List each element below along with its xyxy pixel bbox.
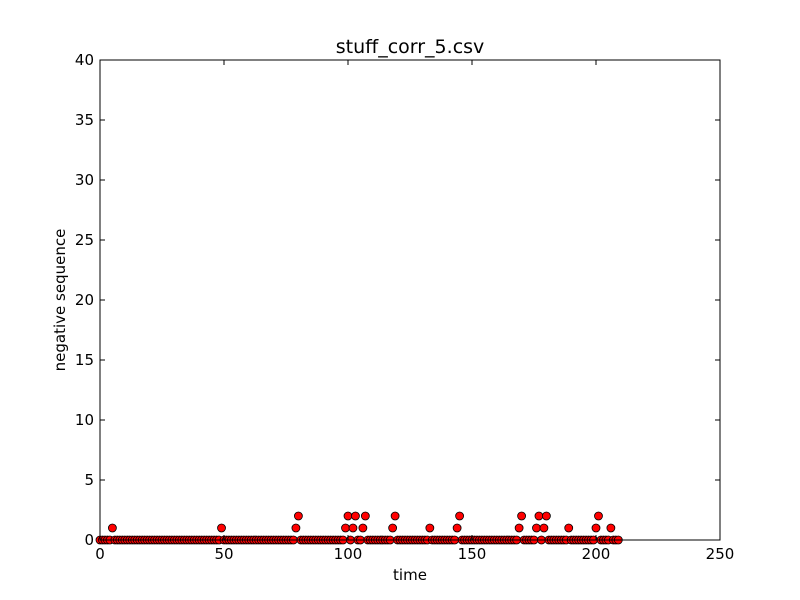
data-point: [388, 523, 398, 533]
y-tick-label: 5: [84, 471, 94, 489]
y-tick-label: 15: [75, 351, 94, 369]
data-point: [539, 523, 549, 533]
x-tick-label: 200: [582, 545, 611, 563]
chart-title: stuff_corr_5.csv: [336, 36, 485, 58]
y-tick-label: 30: [75, 171, 94, 189]
x-tick-labels: 0 50 100 150 200 250: [95, 545, 734, 563]
data-point: [293, 511, 303, 521]
data-point: [108, 523, 117, 533]
data-point: [351, 511, 360, 521]
data-point: [542, 511, 551, 521]
data-point: [343, 511, 353, 521]
data-point: [517, 511, 526, 521]
data-point: [341, 523, 350, 533]
x-tick-label: 0: [95, 545, 105, 563]
y-tick-label: 10: [75, 411, 94, 429]
data-point: [534, 511, 544, 521]
y-tick-label: 20: [75, 291, 94, 309]
data-point: [348, 523, 358, 533]
data-point: [594, 511, 603, 521]
data-point: [360, 511, 370, 521]
y-axis-label: negative sequence: [51, 229, 69, 372]
data-point: [591, 523, 601, 533]
data-point: [564, 523, 574, 533]
y-tick-label: 0: [84, 531, 94, 549]
data-point: [217, 523, 226, 533]
data-point: [606, 523, 616, 533]
data-point: [532, 523, 541, 533]
x-tick-label: 250: [706, 545, 735, 563]
x-tick-label: 150: [458, 545, 487, 563]
x-tick-label: 50: [214, 545, 233, 563]
data-point: [514, 523, 524, 533]
data-point: [452, 523, 462, 533]
data-point: [455, 511, 465, 521]
y-tick-label: 25: [75, 231, 94, 249]
data-point: [291, 523, 301, 533]
data-point: [390, 511, 400, 521]
y-tick-label: 35: [75, 111, 94, 129]
y-tick-labels: 0 5 10 15 20 25 30 35 40: [75, 51, 94, 549]
x-axis-label: time: [393, 566, 427, 584]
x-tick-label: 100: [334, 545, 363, 563]
plot-area: [100, 60, 720, 540]
axis-ticks: [99, 59, 721, 541]
data-point: [358, 523, 368, 533]
data-point: [425, 523, 435, 533]
y-tick-label: 40: [75, 51, 94, 69]
